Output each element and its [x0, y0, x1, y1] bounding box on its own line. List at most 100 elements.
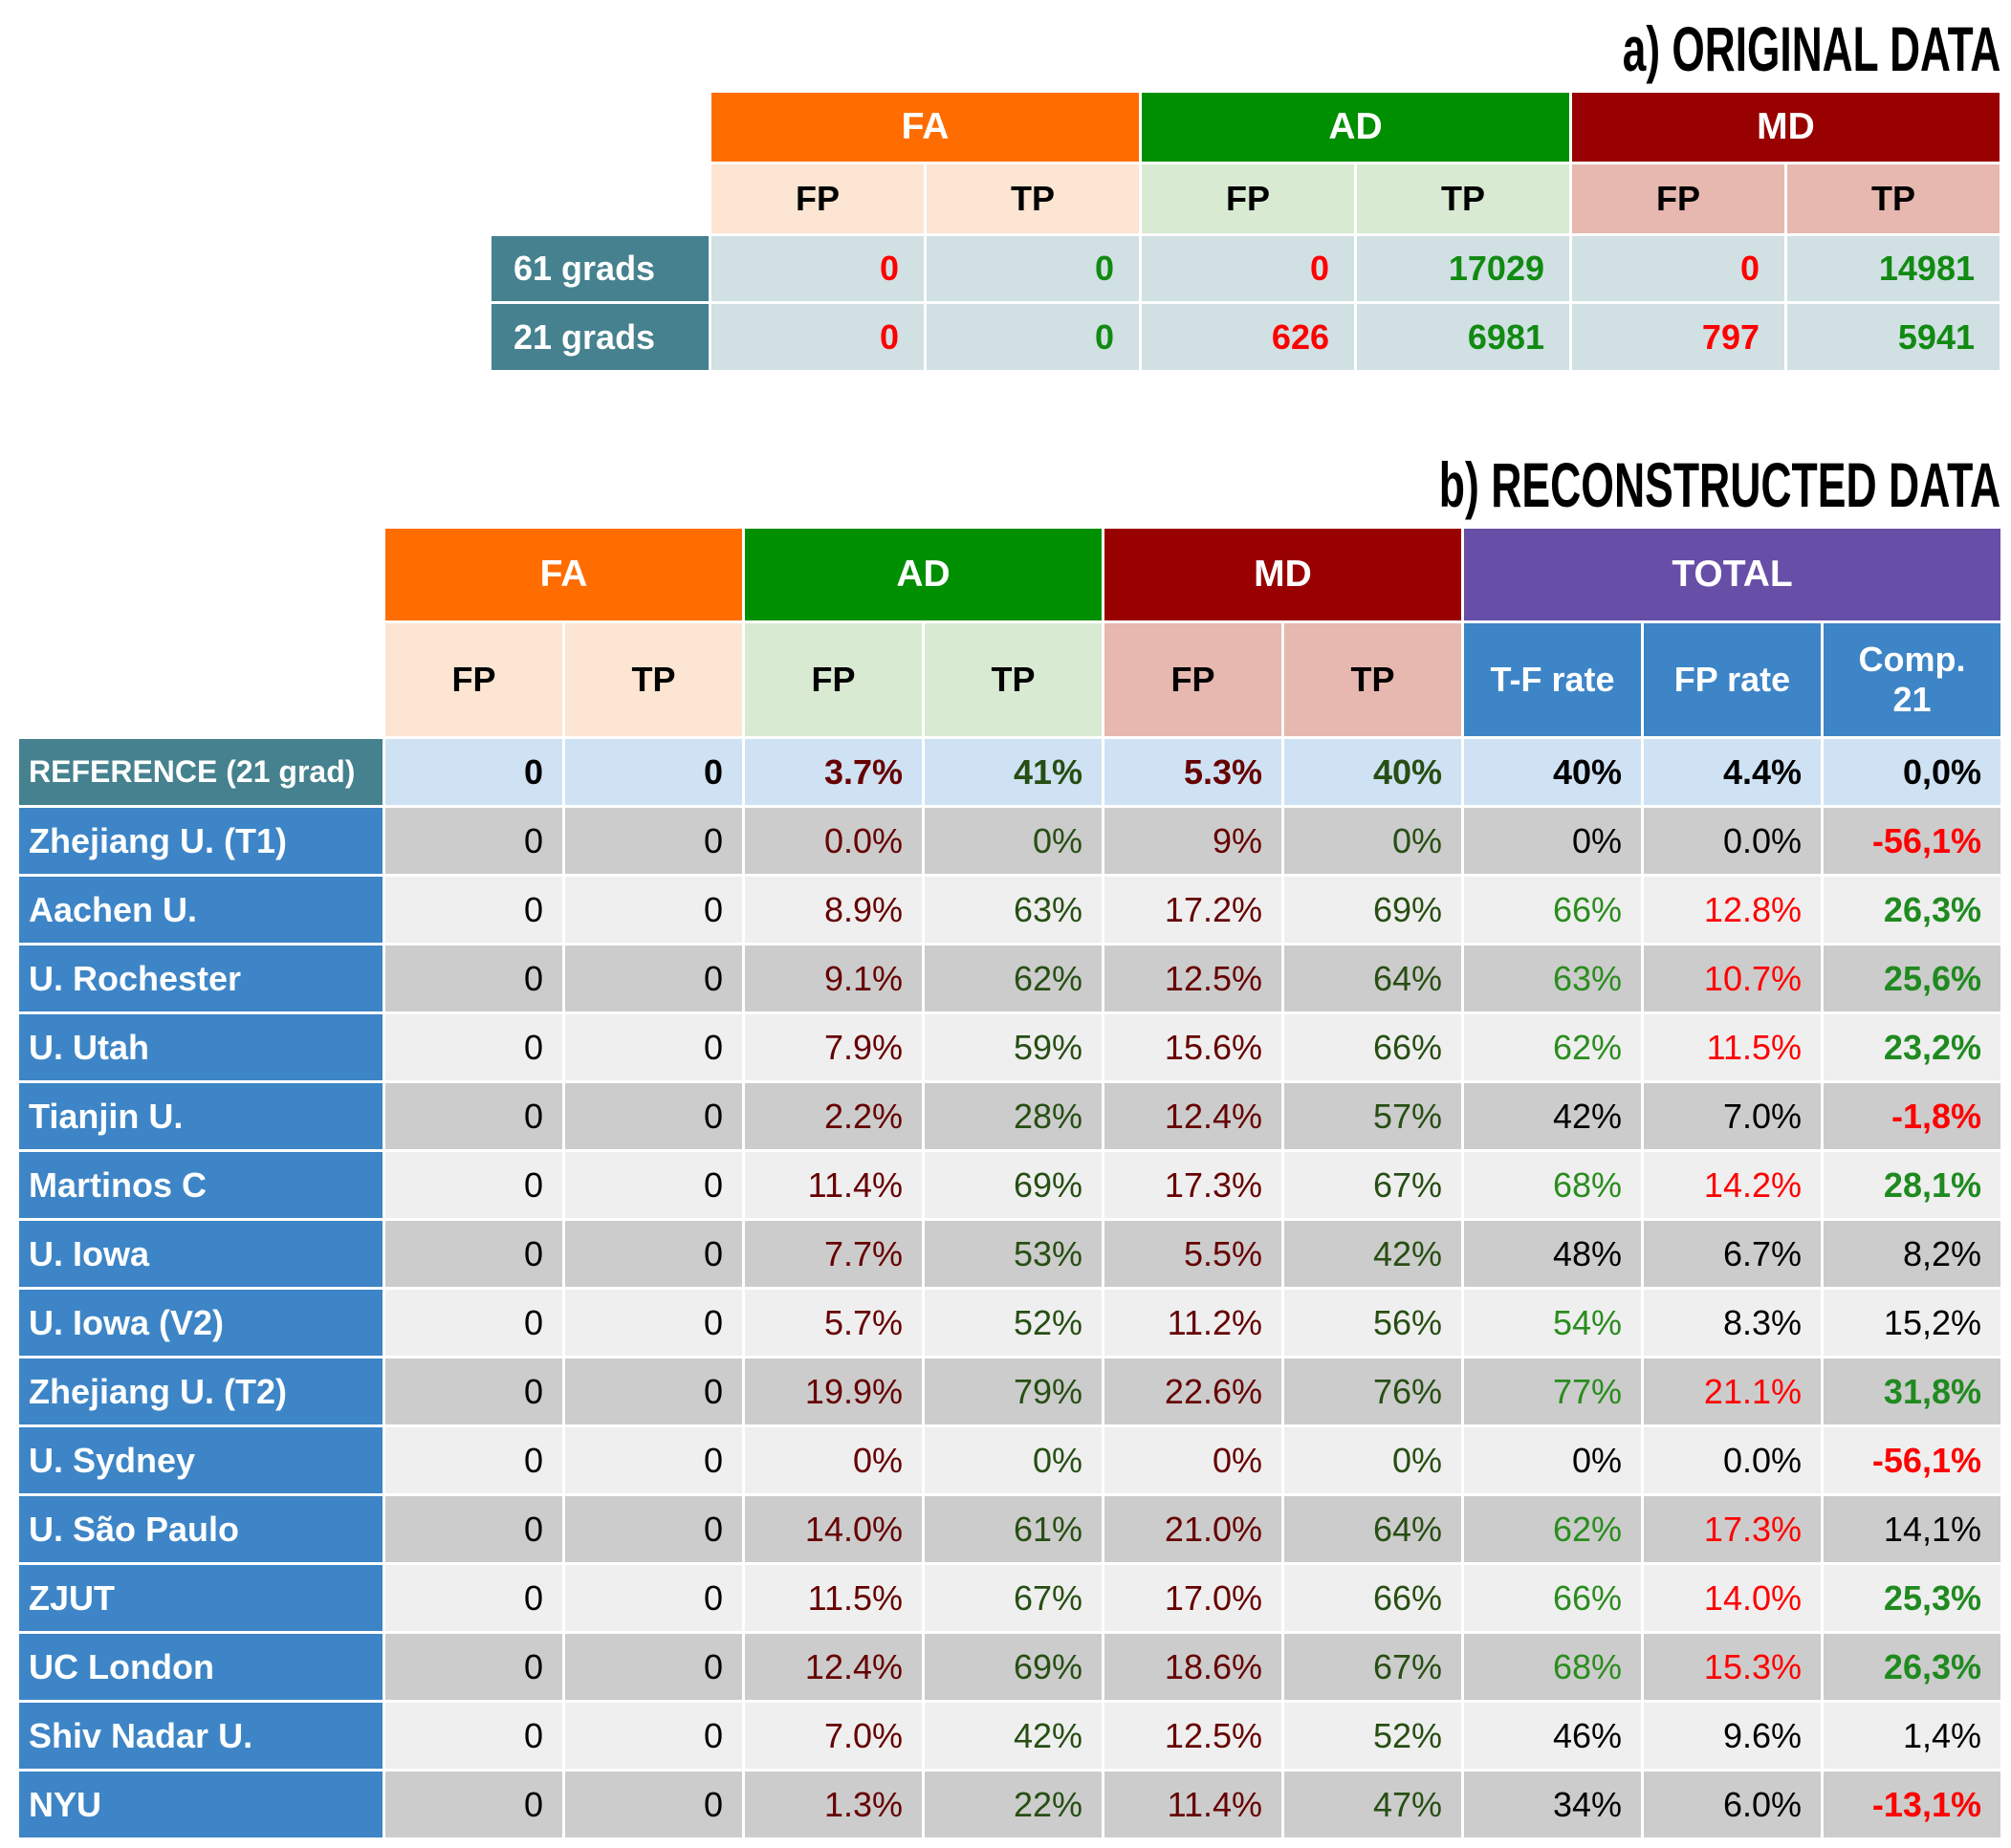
cell-fa-tp: 0: [565, 1772, 742, 1837]
cell-ad-fp: 7.7%: [745, 1221, 922, 1287]
cell-ad-fp: 8.9%: [745, 877, 922, 943]
cell-ad-tp: 69%: [925, 1634, 1102, 1700]
cell-fa-fp: 0: [385, 1014, 562, 1080]
cell-total-comp-21: 25,3%: [1824, 1565, 2000, 1631]
cell-md-fp: 18.6%: [1104, 1634, 1281, 1700]
cell-total-fp-rate: 6.7%: [1644, 1221, 1821, 1287]
cell-total-fp-rate: 4.4%: [1644, 739, 1821, 805]
cell-fa-fp: 0: [385, 946, 562, 1011]
cell-md-fp: 0: [1572, 236, 1784, 301]
cell-total-comp-21: -13,1%: [1824, 1772, 2000, 1837]
cell-md-tp: 66%: [1284, 1565, 1461, 1631]
row-label-zhejiang-u-t1: Zhejiang U. (T1): [19, 808, 383, 874]
cell-ad-fp: 626: [1142, 304, 1354, 370]
column-header-md-tp: TP: [1284, 623, 1461, 736]
group-header-fa: FA: [385, 529, 742, 620]
cell-fa-tp: 0: [565, 1359, 742, 1424]
cell-total-t-f-rate: 66%: [1464, 1565, 1641, 1631]
cell-fa-tp: 0: [565, 1152, 742, 1218]
cell-total-comp-21: -56,1%: [1824, 1427, 2000, 1493]
reconstructed-data-table: FA AD MD TOTAL FP TP FP TP FP TP T-F rate FP rate Co…: [19, 529, 2000, 1837]
cell-ad-tp: 59%: [925, 1014, 1102, 1080]
cell-md-tp: 52%: [1284, 1703, 1461, 1769]
column-header-ad-tp: TP: [1357, 164, 1569, 233]
cell-ad-tp: 79%: [925, 1359, 1102, 1424]
cell-total-fp-rate: 10.7%: [1644, 946, 1821, 1011]
cell-total-t-f-rate: 77%: [1464, 1359, 1641, 1424]
column-header-fa-tp: TP: [927, 164, 1139, 233]
row-label-61-grads: 61 grads: [492, 236, 709, 301]
cell-ad-fp: 11.4%: [745, 1152, 922, 1218]
cell-total-t-f-rate: 66%: [1464, 877, 1641, 943]
cell-total-comp-21: -56,1%: [1824, 808, 2000, 874]
cell-ad-fp: 12.4%: [745, 1634, 922, 1700]
column-header-fa-fp: FP: [385, 623, 562, 736]
cell-ad-tp: 63%: [925, 877, 1102, 943]
cell-ad-tp: 28%: [925, 1083, 1102, 1149]
cell-ad-tp: 42%: [925, 1703, 1102, 1769]
cell-fa-fp: 0: [385, 877, 562, 943]
cell-ad-fp: 5.7%: [745, 1290, 922, 1356]
row-label-u-iowa: U. Iowa: [19, 1221, 383, 1287]
row-label-shiv-nadar-u: Shiv Nadar U.: [19, 1703, 383, 1769]
cell-ad-tp: 0%: [925, 808, 1102, 874]
cell-fa-fp: 0: [385, 1083, 562, 1149]
header-blank: [492, 93, 709, 233]
cell-fa-tp: 0: [565, 1565, 742, 1631]
cell-md-tp: 42%: [1284, 1221, 1461, 1287]
cell-md-fp: 12.5%: [1104, 1703, 1281, 1769]
cell-total-t-f-rate: 46%: [1464, 1703, 1641, 1769]
cell-ad-fp: 7.0%: [745, 1703, 922, 1769]
cell-total-comp-21: -1,8%: [1824, 1083, 2000, 1149]
cell-total-fp-rate: 12.8%: [1644, 877, 1821, 943]
row-label-zjut: ZJUT: [19, 1565, 383, 1631]
cell-ad-tp: 41%: [925, 739, 1102, 805]
cell-total-t-f-rate: 40%: [1464, 739, 1641, 805]
cell-fa-fp: 0: [385, 1427, 562, 1493]
cell-ad-fp: 0: [1142, 236, 1354, 301]
cell-ad-fp: 19.9%: [745, 1359, 922, 1424]
cell-md-tp: 67%: [1284, 1152, 1461, 1218]
cell-total-comp-21: 0,0%: [1824, 739, 2000, 805]
cell-ad-tp: 6981: [1357, 304, 1569, 370]
cell-total-comp-21: 25,6%: [1824, 946, 2000, 1011]
row-label-nyu: NYU: [19, 1772, 383, 1837]
cell-ad-tp: 67%: [925, 1565, 1102, 1631]
cell-md-fp: 11.2%: [1104, 1290, 1281, 1356]
group-header-md: MD: [1572, 93, 2000, 162]
group-header-md: MD: [1104, 529, 1461, 620]
cell-ad-fp: 14.0%: [745, 1496, 922, 1562]
cell-total-t-f-rate: 42%: [1464, 1083, 1641, 1149]
cell-total-fp-rate: 8.3%: [1644, 1290, 1821, 1356]
cell-md-fp: 5.5%: [1104, 1221, 1281, 1287]
column-header-ad-fp: FP: [745, 623, 922, 736]
cell-fa-fp: 0: [385, 739, 562, 805]
title-reconstructed-data: b) RECONSTRUCTED DATA: [1438, 449, 2000, 520]
cell-fa-tp: 0: [565, 1014, 742, 1080]
cell-total-t-f-rate: 48%: [1464, 1221, 1641, 1287]
column-header-ad-fp: FP: [1142, 164, 1354, 233]
cell-total-comp-21: 28,1%: [1824, 1152, 2000, 1218]
cell-ad-fp: 3.7%: [745, 739, 922, 805]
cell-md-fp: 15.6%: [1104, 1014, 1281, 1080]
cell-total-comp-21: 26,3%: [1824, 877, 2000, 943]
cell-total-fp-rate: 14.0%: [1644, 1565, 1821, 1631]
cell-md-tp: 0%: [1284, 1427, 1461, 1493]
cell-md-fp: 5.3%: [1104, 739, 1281, 805]
cell-fa-fp: 0: [711, 304, 924, 370]
cell-fa-fp: 0: [385, 1634, 562, 1700]
column-header-total-t-f-rate: T-F rate: [1464, 623, 1641, 736]
column-header-total-comp-21: Comp. 21: [1824, 623, 2000, 736]
column-header-md-fp: FP: [1104, 623, 1281, 736]
cell-md-fp: 17.2%: [1104, 877, 1281, 943]
cell-total-t-f-rate: 68%: [1464, 1634, 1641, 1700]
cell-md-fp: 12.4%: [1104, 1083, 1281, 1149]
cell-fa-tp: 0: [565, 808, 742, 874]
cell-total-fp-rate: 6.0%: [1644, 1772, 1821, 1837]
cell-md-tp: 67%: [1284, 1634, 1461, 1700]
group-header-total: TOTAL: [1464, 529, 2000, 620]
cell-md-fp: 797: [1572, 304, 1784, 370]
cell-fa-tp: 0: [565, 877, 742, 943]
cell-ad-fp: 0%: [745, 1427, 922, 1493]
